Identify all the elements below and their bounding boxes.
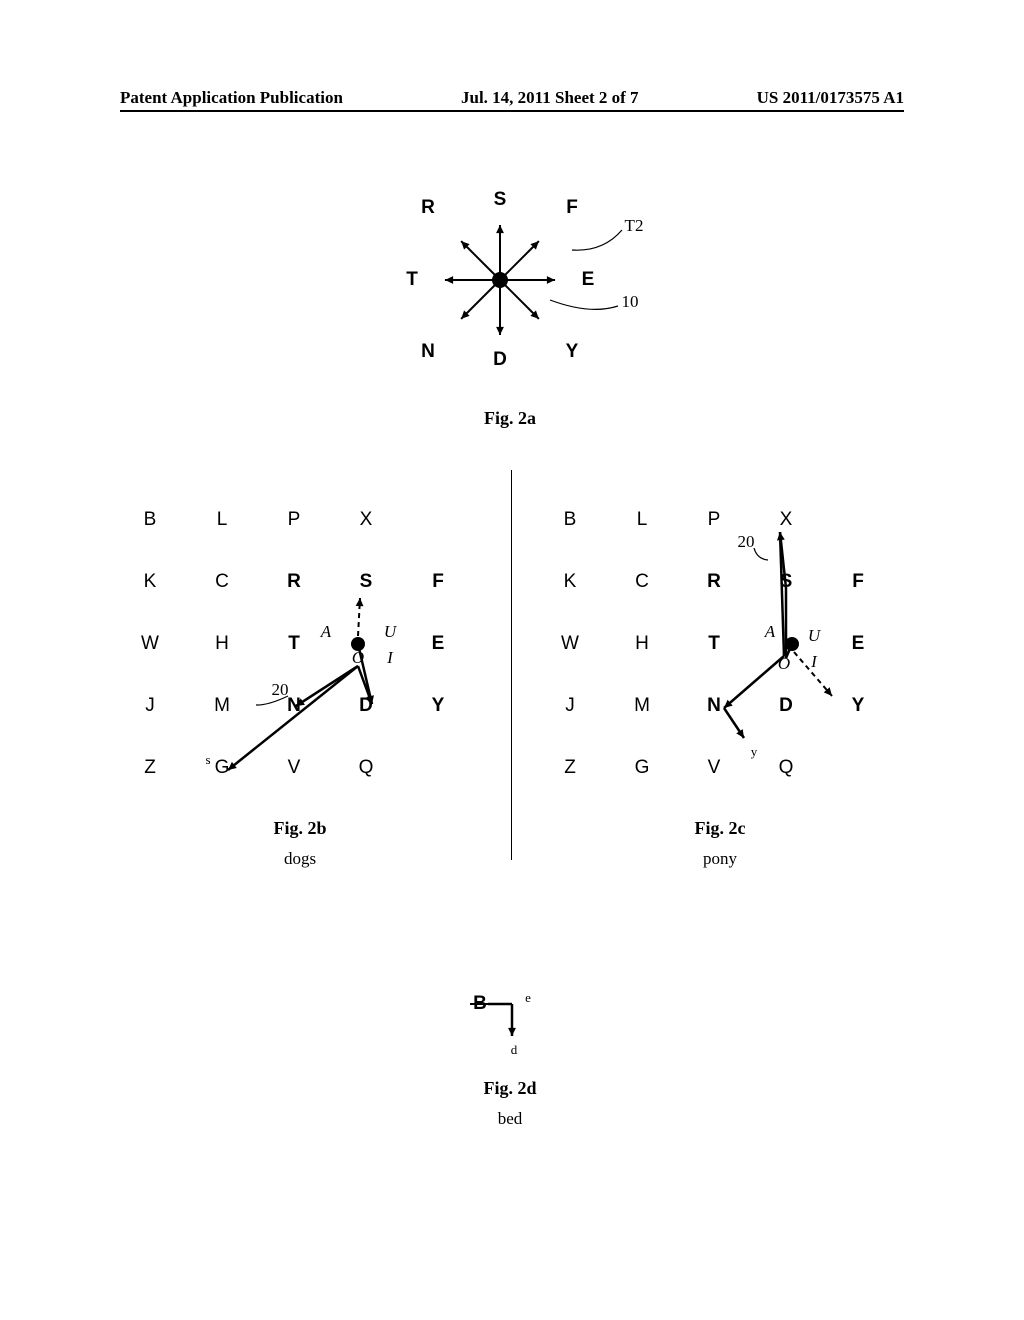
grid-letter: E: [852, 633, 865, 655]
grid-letter: G: [635, 757, 650, 779]
header-left: Patent Application Publication: [120, 88, 343, 108]
figure-2a: R S F E Y D N T T2 10: [340, 190, 680, 410]
divider-vertical: [511, 470, 512, 860]
grid-letter: P: [288, 509, 301, 531]
grid-letter: R: [707, 571, 721, 593]
grid-letter: E: [432, 633, 445, 655]
grid-letter: K: [144, 571, 157, 593]
grid-letter: H: [215, 633, 229, 655]
page-header: Patent Application Publication Jul. 14, …: [0, 88, 1024, 108]
figure-2d: Be d: [450, 980, 570, 1070]
fig2a-caption: Fig. 2a: [340, 408, 680, 429]
grid-letter: U: [384, 622, 396, 642]
grid-letter: E: [582, 269, 595, 291]
reference-number: T2: [625, 216, 644, 236]
grid-letter: M: [634, 695, 650, 717]
grid-letter: T: [406, 269, 418, 291]
grid-letter: H: [635, 633, 649, 655]
grid-letter: P: [708, 509, 721, 531]
grid-letter: A: [765, 622, 775, 642]
fig2c-caption: Fig. 2c: [530, 818, 910, 839]
grid-letter: Y: [566, 341, 579, 363]
grid-letter: B: [564, 509, 577, 531]
grid-letter: D: [779, 695, 793, 717]
fig2d-subcaption: bed: [400, 1109, 620, 1129]
grid-letter: N: [287, 695, 301, 717]
grid-letter: d: [511, 1042, 518, 1058]
grid-letter: F: [852, 571, 864, 593]
figure-2c-caption-block: Fig. 2c pony: [530, 810, 910, 869]
grid-letter: Z: [144, 757, 156, 779]
grid-letter: U: [808, 626, 820, 646]
grid-letter: G: [215, 757, 230, 779]
reference-number: 20: [738, 532, 755, 552]
grid-letter: S: [780, 571, 793, 593]
grid-letter: V: [288, 757, 301, 779]
fig2d-caption: Fig. 2d: [400, 1078, 620, 1099]
reference-number: 20: [272, 680, 289, 700]
grid-letter: C: [215, 571, 229, 593]
grid-letter: O: [352, 648, 364, 668]
grid-letter: N: [707, 695, 721, 717]
figure-2c: B L P X K C R S F W H T E J M N D Y Z G V Q A UI Oy 20: [530, 480, 910, 810]
fig2c-subcaption: pony: [530, 849, 910, 869]
reference-number: 10: [622, 292, 639, 312]
grid-letter: N: [421, 341, 435, 363]
grid-letter: X: [780, 509, 793, 531]
grid-letter: X: [360, 509, 373, 531]
grid-letter: V: [708, 757, 721, 779]
figure-2b: B L P X K C R S F W H T E J M N D Y Z G V Q A UI Os 20: [110, 480, 490, 810]
grid-letter: A: [321, 622, 331, 642]
grid-letter: e: [525, 990, 531, 1006]
grid-letter: R: [421, 197, 435, 219]
grid-letter: Y: [432, 695, 445, 717]
grid-letter: T: [708, 633, 720, 655]
header-right: US 2011/0173575 A1: [757, 88, 904, 108]
grid-letter: O: [778, 654, 790, 674]
grid-letter: F: [432, 571, 444, 593]
figure-2a-caption-block: Fig. 2a: [340, 400, 680, 429]
grid-letter: S: [494, 189, 507, 211]
grid-letter: I: [811, 652, 817, 672]
grid-letter: B: [144, 509, 157, 531]
grid-letter: Y: [852, 695, 865, 717]
grid-letter: M: [214, 695, 230, 717]
grid-letter: T: [288, 633, 300, 655]
grid-letter: F: [566, 197, 578, 219]
grid-letter: y: [751, 744, 758, 760]
grid-letter: B: [473, 993, 487, 1015]
grid-letter: R: [287, 571, 301, 593]
grid-letter: L: [637, 509, 648, 531]
grid-letter: C: [635, 571, 649, 593]
grid-letter: I: [387, 648, 393, 668]
grid-letter: D: [359, 695, 373, 717]
grid-letter: D: [493, 349, 507, 371]
grid-letter: Q: [359, 757, 374, 779]
grid-letter: K: [564, 571, 577, 593]
grid-letter: J: [145, 695, 155, 717]
header-rule: [120, 110, 904, 112]
grid-letter: J: [565, 695, 575, 717]
grid-letter: s: [205, 752, 210, 768]
grid-letter: Q: [779, 757, 794, 779]
fig2b-caption: Fig. 2b: [110, 818, 490, 839]
grid-letter: Z: [564, 757, 576, 779]
fig2b-subcaption: dogs: [110, 849, 490, 869]
figure-2b-caption-block: Fig. 2b dogs: [110, 810, 490, 869]
grid-letter: W: [141, 633, 159, 655]
grid-letter: L: [217, 509, 228, 531]
figure-2d-caption-block: Fig. 2d bed: [400, 1070, 620, 1129]
grid-letter: S: [360, 571, 373, 593]
grid-letter: W: [561, 633, 579, 655]
header-center: Jul. 14, 2011 Sheet 2 of 7: [461, 88, 639, 108]
